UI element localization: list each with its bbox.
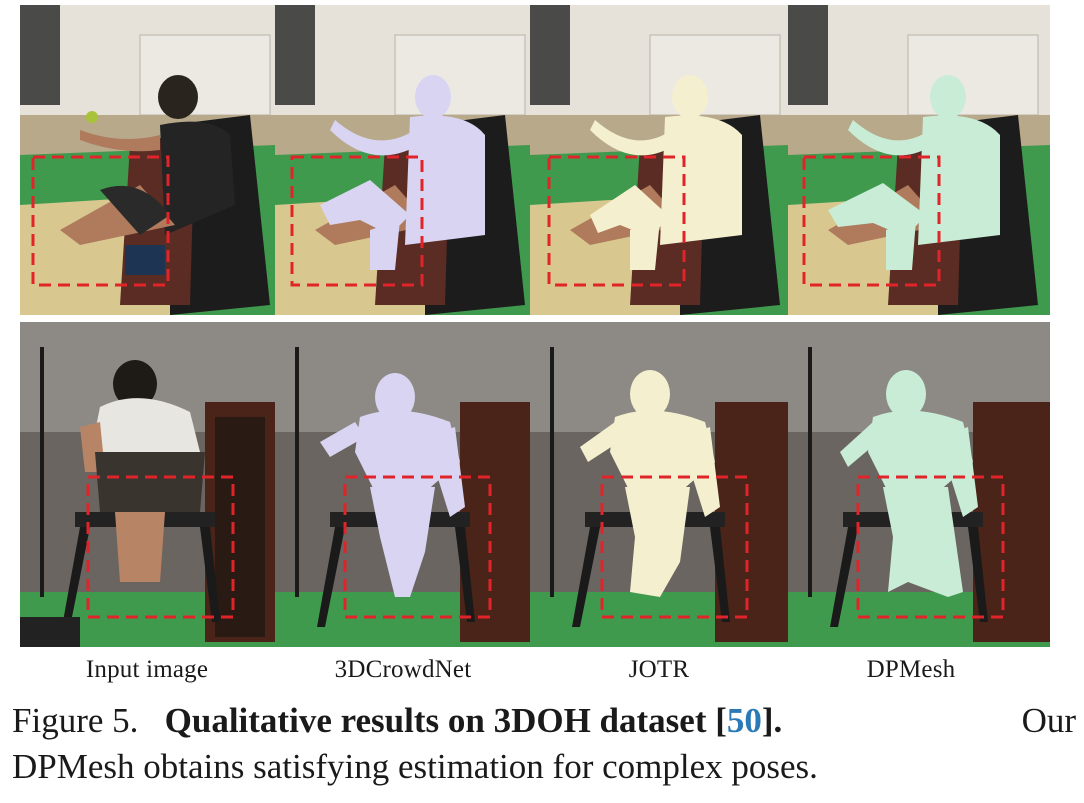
row1-3dcrowdnet (275, 5, 530, 315)
column-label-jotr: JOTR (628, 656, 690, 683)
row1-highlight-boxes (31, 155, 941, 287)
row2-input-image (20, 322, 275, 647)
caption-heading: Figure 5. Qualitative results on 3DOH da… (12, 698, 782, 744)
caption-title: Qualitative results on 3DOH dataset [50]… (164, 701, 783, 740)
caption-line-1: Figure 5. Qualitative results on 3DOH da… (12, 698, 1076, 744)
citation-link[interactable]: 50 (726, 701, 762, 740)
column-label-3dcrowdnet: 3DCrowdNet (334, 656, 472, 683)
row2-dpmesh (788, 322, 1050, 647)
figure-caption: Figure 5. Qualitative results on 3DOH da… (12, 698, 1076, 790)
caption-text-start: Our (1021, 701, 1076, 740)
row2-3dcrowdnet (275, 322, 530, 647)
figure-label: Figure 5. (12, 701, 139, 740)
column-label-input-image: Input image (85, 656, 209, 683)
row2-jotr (530, 322, 788, 647)
row1-input-image (20, 5, 275, 315)
row1-dpmesh (788, 5, 1050, 315)
caption-line-2: DPMesh obtains satisfying estimation for… (12, 747, 818, 786)
column-label-dpmesh: DPMesh (866, 656, 956, 683)
row1-jotr (530, 5, 788, 315)
row2-highlight-boxes (86, 475, 1005, 619)
